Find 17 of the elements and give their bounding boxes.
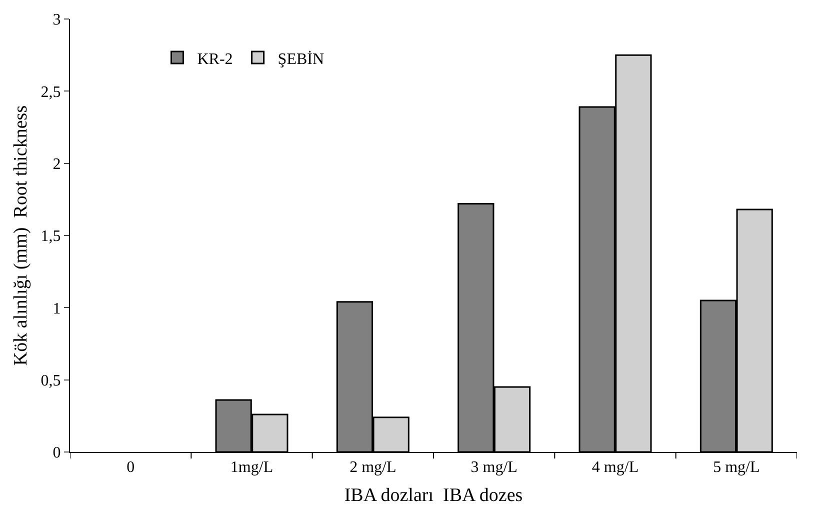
- y-tick-label: 2,5: [40, 84, 61, 101]
- legend-label: ŞEBİN: [278, 50, 324, 68]
- y-tick-label: 3: [52, 12, 61, 29]
- legend-label: KR-2: [197, 50, 233, 68]
- x-axis-title: IBA dozları IBA dozes: [344, 485, 523, 506]
- x-tick-label: 0: [126, 459, 135, 476]
- x-tick-label: 5 mg/L: [713, 459, 760, 476]
- y-tick-label: 0,5: [40, 372, 61, 390]
- y-tick-label: 1,5: [40, 228, 61, 246]
- y-tick-label: 0: [52, 444, 61, 462]
- x-tick-label: 2 mg/L: [350, 459, 396, 476]
- y-tick-label: 1: [52, 300, 61, 318]
- y-tick-label: 2: [52, 156, 61, 173]
- x-tick-label: 4 mg/L: [592, 459, 639, 476]
- x-tick-label: 1mg/L: [230, 459, 274, 476]
- y-axis-title: Kök alınlığı (mm) Root thickness: [10, 105, 32, 366]
- x-tick-label: 3 mg/L: [470, 459, 518, 476]
